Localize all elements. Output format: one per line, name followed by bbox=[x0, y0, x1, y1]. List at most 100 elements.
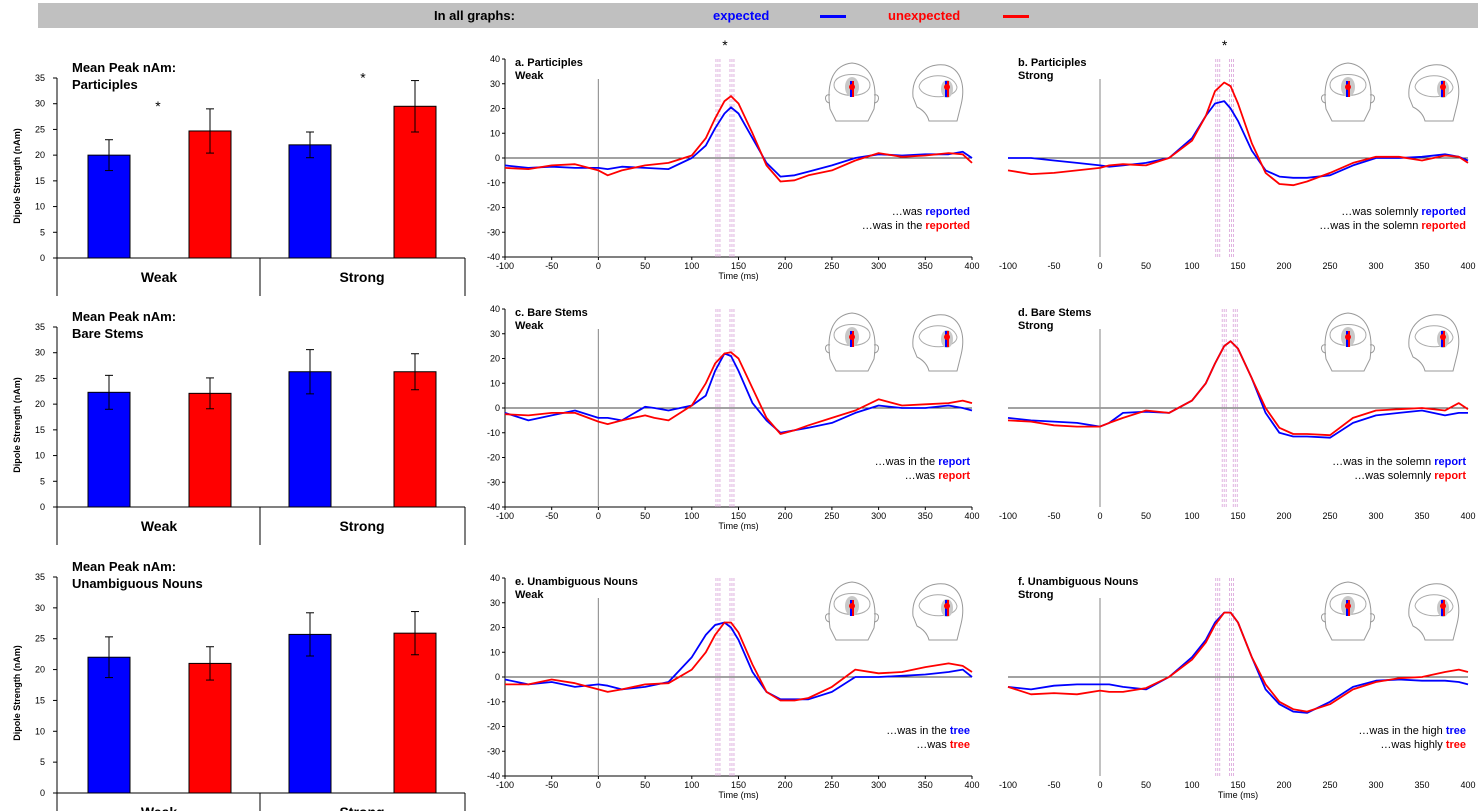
dipole-source bbox=[849, 84, 855, 90]
y-tick-label: 15 bbox=[35, 695, 45, 705]
annotation-word: tree bbox=[950, 739, 970, 751]
annotation-prefix: …was in the bbox=[862, 220, 926, 232]
head-side-icon bbox=[912, 583, 964, 641]
x-axis-label: Time (ms) bbox=[718, 271, 758, 281]
x-tick-label: -50 bbox=[545, 261, 558, 271]
condition-annotation: …was in the solemn reported bbox=[1319, 220, 1466, 232]
annotation-prefix: …was bbox=[905, 470, 939, 482]
bar-expected-weak bbox=[87, 391, 131, 508]
brain-outline bbox=[1329, 324, 1367, 346]
series-expected bbox=[504, 621, 973, 701]
x-tick-label: 250 bbox=[824, 261, 839, 271]
ear bbox=[825, 94, 879, 104]
line-f: -100 -50 0 50 100 150 200 250 300 350 400 Time (ms)… bbox=[999, 576, 1476, 800]
x-tick-label: 300 bbox=[1368, 511, 1383, 521]
condition-annotation: …was highly tree bbox=[1380, 739, 1466, 751]
annotation-word: tree bbox=[1446, 725, 1466, 737]
series-unexpected bbox=[1007, 81, 1469, 187]
significance-star: * bbox=[722, 37, 728, 53]
x-tick-label: 400 bbox=[1460, 511, 1475, 521]
y-axis-label: Dipole Strength (nAm) bbox=[12, 128, 22, 224]
bar-participles: Mean Peak nAm: Participles Dipole Strength… bbox=[12, 60, 466, 296]
x-tick-label: 350 bbox=[1414, 780, 1429, 790]
brain-outline bbox=[833, 593, 871, 615]
legend-expected-label: expected bbox=[713, 8, 770, 23]
x-tick-label: 150 bbox=[1230, 261, 1245, 271]
annotation-prefix: …was bbox=[916, 739, 950, 751]
y-tick-label: -10 bbox=[487, 697, 500, 707]
x-tick-label: 300 bbox=[1368, 780, 1383, 790]
annotation-prefix: …was in the solemn bbox=[1332, 456, 1434, 468]
annotation-prefix: …was in the bbox=[875, 456, 939, 468]
condition-annotation: …was in the report bbox=[875, 456, 971, 468]
y-tick-label: 20 bbox=[35, 150, 45, 160]
x-tick-label: -100 bbox=[999, 511, 1017, 521]
dipole-source bbox=[944, 334, 950, 340]
x-axis-label: Time (ms) bbox=[718, 521, 758, 531]
y-tick-label: 35 bbox=[35, 322, 45, 332]
panel-title-line: Strong bbox=[1018, 589, 1053, 601]
annotation-prefix: …was in the solemn bbox=[1319, 220, 1421, 232]
x-tick-label: 250 bbox=[1322, 780, 1337, 790]
condition-annotation: …was in the tree bbox=[886, 725, 970, 737]
y-tick-label: 10 bbox=[490, 128, 500, 138]
x-tick-label: 0 bbox=[596, 780, 601, 790]
y-tick-label: 25 bbox=[35, 373, 45, 383]
brain-outline bbox=[1414, 325, 1454, 348]
x-tick-label: 50 bbox=[1141, 511, 1151, 521]
annotation-prefix: …was solemnly bbox=[1354, 470, 1434, 482]
bar-expected-weak bbox=[87, 656, 131, 794]
brain-outline bbox=[1414, 75, 1454, 98]
y-tick-label: -40 bbox=[487, 502, 500, 512]
x-tick-label: -50 bbox=[1047, 780, 1060, 790]
y-tick-label: 15 bbox=[35, 425, 45, 435]
x-tick-label: 200 bbox=[778, 511, 793, 521]
y-tick-label: -30 bbox=[487, 746, 500, 756]
panel-title-line: d. Bare Stems bbox=[1018, 307, 1091, 319]
x-tick-label: 200 bbox=[778, 261, 793, 271]
y-tick-label: 30 bbox=[35, 348, 45, 358]
annotation-word: report bbox=[1434, 470, 1466, 482]
y-tick-label: 30 bbox=[35, 603, 45, 613]
panel-title-line: Weak bbox=[515, 589, 544, 601]
condition-annotation: …was in the solemn report bbox=[1332, 456, 1466, 468]
x-tick-label: 0 bbox=[596, 261, 601, 271]
panel-title-line: b. Participles bbox=[1018, 57, 1086, 69]
x-tick-label: -100 bbox=[496, 780, 514, 790]
y-tick-label: 10 bbox=[35, 451, 45, 461]
x-tick-label: 400 bbox=[1460, 780, 1475, 790]
x-tick-label: 100 bbox=[684, 511, 699, 521]
x-tick-label: 100 bbox=[1184, 261, 1199, 271]
brain-outline bbox=[918, 594, 958, 617]
dipole-source bbox=[1440, 334, 1446, 340]
y-tick-label: 20 bbox=[35, 399, 45, 409]
y-tick-label: 5 bbox=[40, 476, 45, 486]
x-tick-label: 50 bbox=[1141, 780, 1151, 790]
bar-title-line: Mean Peak nAm: bbox=[72, 309, 176, 324]
bar-unexpected-strong bbox=[393, 371, 437, 508]
line-d: -100 -50 0 50 100 150 200 250 300 350 400 d. Bare S… bbox=[999, 307, 1476, 521]
y-tick-label: 20 bbox=[490, 623, 500, 633]
x-tick-label: 0 bbox=[1097, 261, 1102, 271]
x-tick-label: 0 bbox=[1097, 780, 1102, 790]
annotation-word: reported bbox=[1421, 206, 1466, 218]
y-tick-label: 30 bbox=[490, 79, 500, 89]
x-tick-label: 50 bbox=[640, 511, 650, 521]
brain-outline bbox=[918, 75, 958, 98]
condition-annotation: …was solemnly reported bbox=[1341, 206, 1466, 218]
x-tick-label: 350 bbox=[918, 780, 933, 790]
significance-star: * bbox=[1222, 37, 1228, 53]
head-front-icon bbox=[825, 312, 879, 372]
series-unexpected bbox=[504, 95, 973, 183]
condition-annotation: …was solemnly report bbox=[1354, 470, 1466, 482]
ear bbox=[1321, 94, 1375, 104]
series-expected bbox=[504, 352, 973, 434]
annotation-word: reported bbox=[925, 206, 970, 218]
condition-annotation: …was reported bbox=[892, 206, 970, 218]
y-tick-label: 10 bbox=[490, 378, 500, 388]
annotation-word: tree bbox=[1446, 739, 1466, 751]
condition-annotation: …was in the high tree bbox=[1358, 725, 1466, 737]
y-tick-label: 0 bbox=[40, 502, 45, 512]
head-outline bbox=[912, 64, 964, 122]
